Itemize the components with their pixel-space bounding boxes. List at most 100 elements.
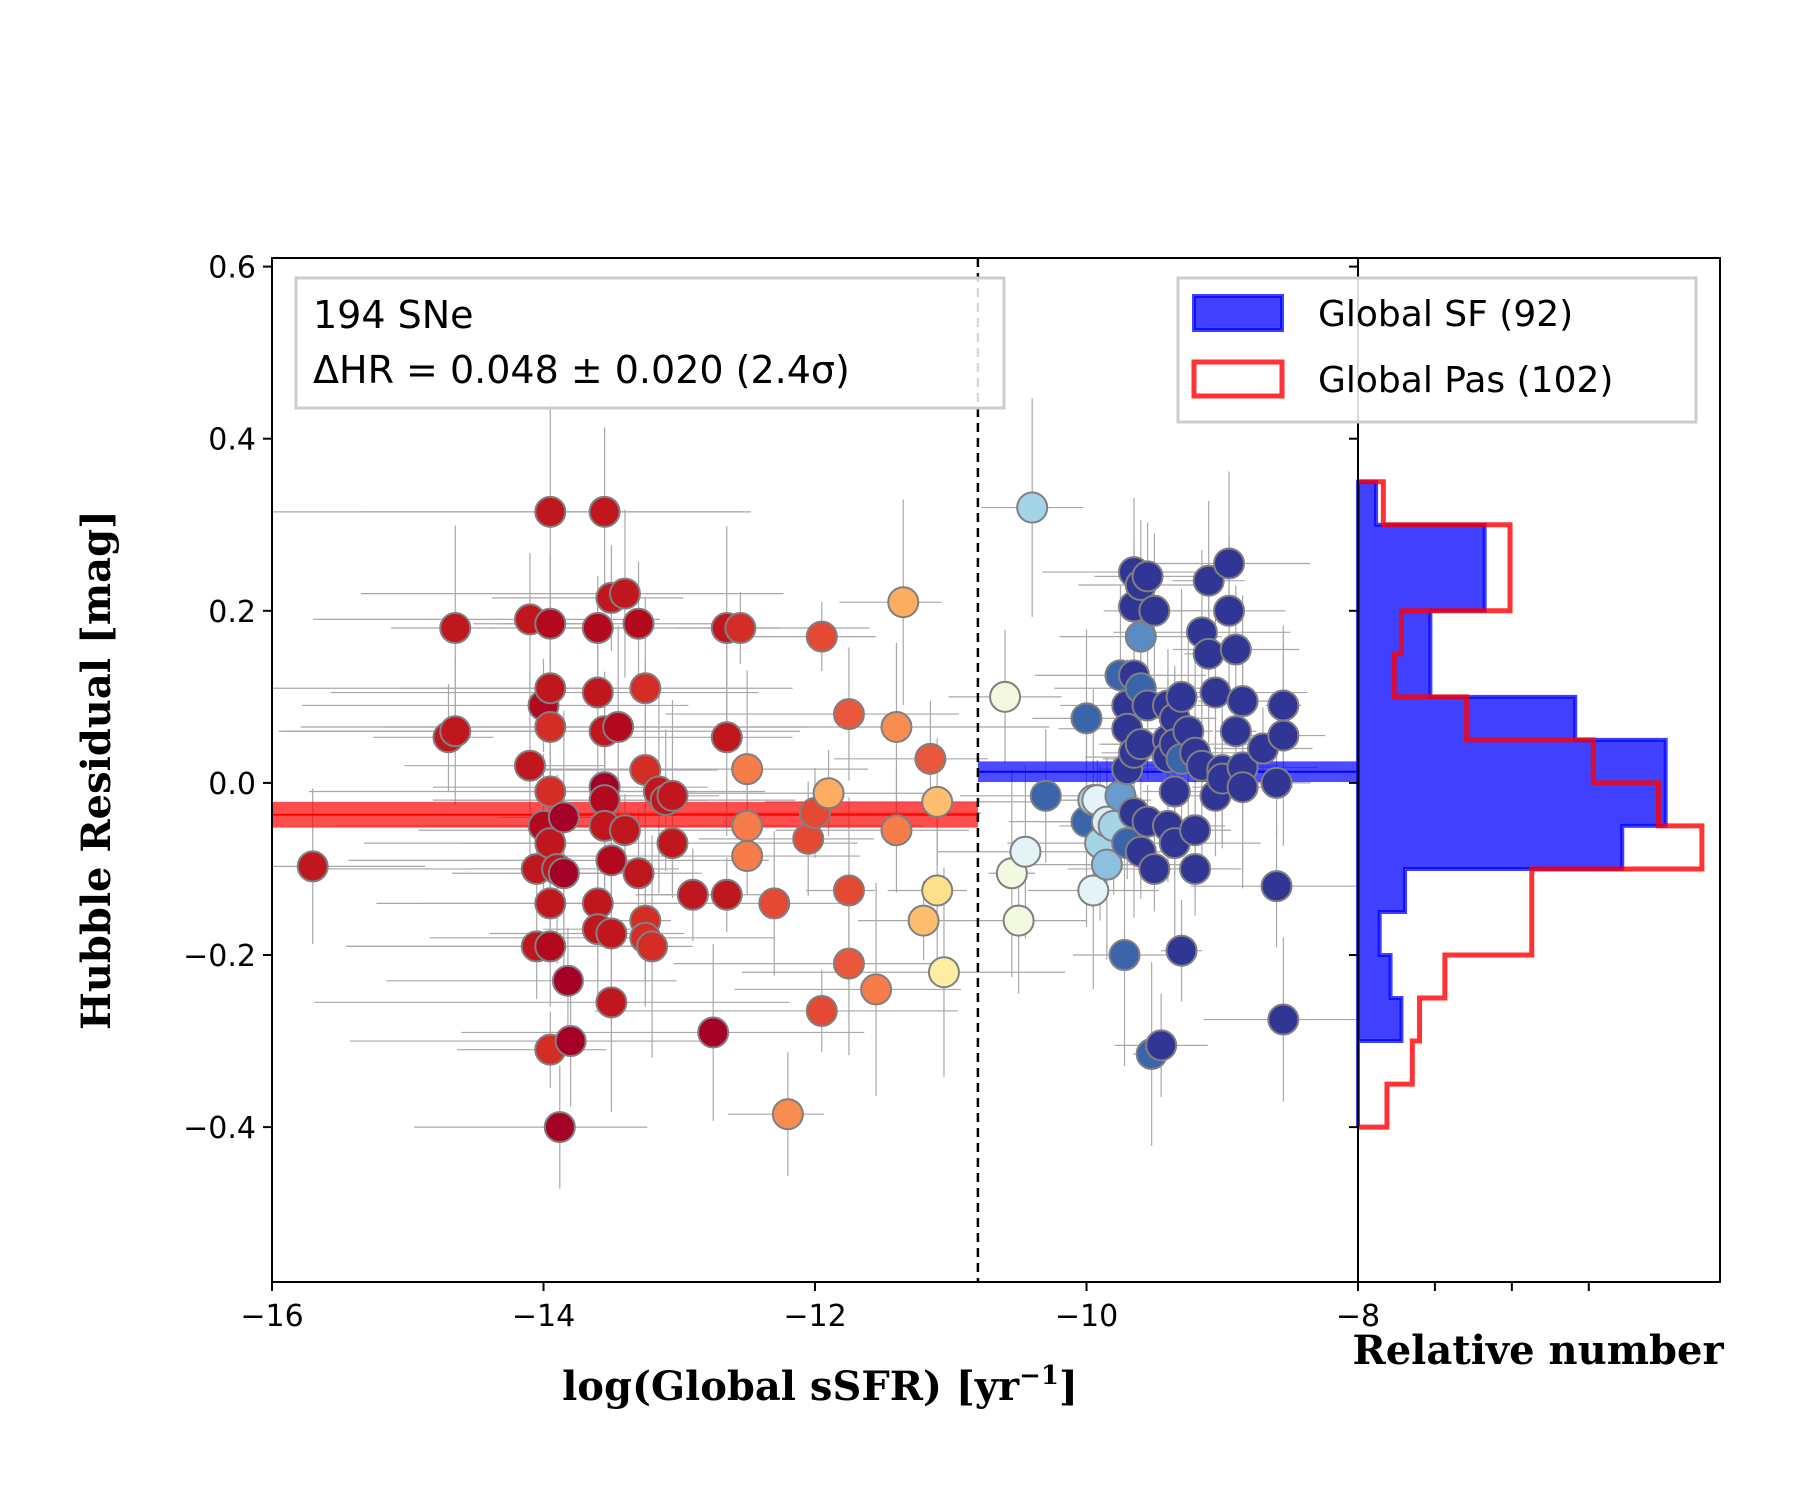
data-point [1145,1029,1178,1062]
data-point [1192,564,1225,597]
data-point [805,994,838,1027]
data-point [1213,547,1246,580]
data-point [805,620,838,653]
data-point [547,801,580,834]
y-tick-label: 0.6 [208,251,256,286]
data-point [547,857,580,890]
data-point [771,1098,804,1131]
data-point [731,809,764,842]
data-point [1070,702,1103,735]
data-point [927,956,960,989]
data-point [534,710,567,743]
data-point [1016,491,1049,524]
data-point [513,749,546,782]
data-point [832,698,865,731]
data-point [656,827,689,860]
data-point [1199,676,1232,709]
data-point [588,495,621,528]
data-point [1165,934,1198,967]
data-point [608,814,641,847]
ticks-layer [263,265,1590,1291]
data-point [832,874,865,907]
data-point [758,887,791,920]
data-point [880,710,913,743]
annotation-box [294,276,1006,410]
data-point [551,964,584,997]
data-point [1267,689,1300,722]
data-point [534,775,567,808]
legend-label: Global SF (92) [1318,294,1573,335]
data-point [697,1016,730,1049]
data-point [1267,719,1300,752]
data-point [622,607,655,640]
data-point [543,1111,576,1144]
data-point [1009,835,1042,868]
data-point [1219,715,1252,748]
x-tick-label: −8 [1336,1299,1380,1334]
annotation-line-1: 194 SNe [313,293,474,337]
data-point [534,930,567,963]
data-point [1138,852,1171,885]
data-point [921,874,954,907]
x-axis-title-tail: ] [1059,1363,1078,1410]
x-tick-label: −10 [1055,1299,1118,1334]
data-point [629,672,662,705]
data-point [880,814,913,847]
data-point [595,986,628,1019]
data-point [1077,874,1110,907]
data-point [710,878,743,911]
data-point [1002,904,1035,937]
data-point [439,612,472,645]
data-point [581,612,614,645]
hist-axes-frame [1357,257,1721,1283]
hist-x-axis-title: Relative number [1352,1327,1724,1374]
text-layer: −16 −14 −12 −10 −8 0.6 0.4 0.2 0.0 −0.2 −0.4 log(Gl… [73,251,1724,1410]
y-tick-label: 0.2 [208,595,256,630]
legend-swatch-sf [1192,294,1284,332]
data-point [907,904,940,937]
data-point [636,930,669,963]
data-point [656,779,689,812]
x-tick-label: −16 [240,1299,303,1334]
data-point [595,917,628,950]
y-tick-label: −0.2 [183,939,256,974]
data-point [534,495,567,528]
data-point [581,676,614,709]
data-point [622,857,655,890]
y-tick-label: −0.4 [183,1111,256,1146]
data-point [1219,633,1252,666]
data-point [989,680,1022,713]
data-point [1158,775,1191,808]
y-tick-label: 0.4 [208,423,256,458]
data-point [1165,680,1198,713]
data-point [1179,814,1212,847]
data-point [1226,771,1259,804]
data-point [1267,1003,1300,1036]
x-axis-title-sup: −1 [1019,1361,1059,1391]
data-point [1124,620,1157,653]
data-point [1029,779,1062,812]
data-point [1260,766,1293,799]
data-point [1260,870,1293,903]
data-point [731,753,764,786]
data-point [1131,560,1164,593]
data-point [439,715,472,748]
data-point [1192,637,1225,670]
data-point [534,887,567,920]
data-point [554,1025,587,1058]
y-tick-label: 0.0 [208,767,256,802]
data-point [887,586,920,619]
annotation-line-2: ΔHR = 0.048 ± 0.020 (2.4σ) [313,348,850,392]
data-point [1213,594,1246,627]
histogram-layer [1356,479,1705,1130]
data-point [296,850,329,883]
histogram-pas [1358,479,1705,1130]
data-point [724,612,757,645]
points-layer [296,491,1300,1144]
data-point [1124,728,1157,761]
x-axis-title-main: log(Global sSFR) [yr [562,1363,1020,1410]
data-point [860,973,893,1006]
legend-swatch-pas [1191,359,1285,399]
